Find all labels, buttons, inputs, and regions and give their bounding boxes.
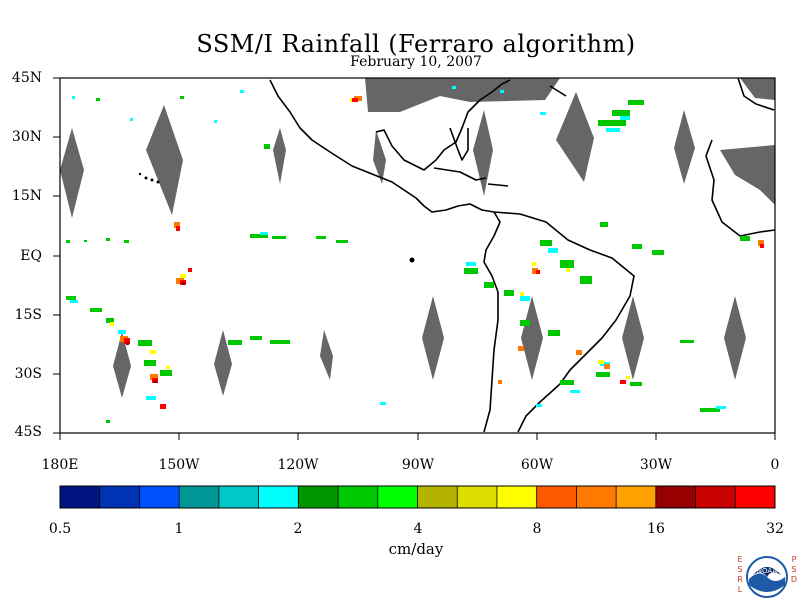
lon-label-0: 0 <box>770 457 780 473</box>
map-title: SSM/I Rainfall (Ferraro algorithm) <box>196 30 636 58</box>
swath-10 <box>320 330 333 380</box>
swath-11 <box>422 296 444 380</box>
swath-canada <box>740 78 775 100</box>
swath-13 <box>622 296 644 380</box>
swath-7 <box>674 110 695 184</box>
map-subtitle: February 10, 2007 <box>350 54 482 70</box>
africa-coast <box>705 139 776 237</box>
north-america-coast <box>269 79 495 213</box>
swath-5 <box>473 110 493 196</box>
colorbar-label-4: 4 <box>413 521 423 537</box>
no-data-swaths <box>60 78 775 398</box>
lon-label-150w: 150W <box>158 457 200 473</box>
lon-label-60w: 60W <box>520 457 554 473</box>
lat-label-30s: 30S <box>14 366 42 382</box>
colorbar-swatch <box>457 486 498 508</box>
lon-label-120w: 120W <box>277 457 319 473</box>
canada-east-coast <box>737 77 775 111</box>
lon-label-90w: 90W <box>401 457 435 473</box>
colorbar-swatch <box>536 486 577 508</box>
colorbar-label-2: 2 <box>293 521 303 537</box>
swath-1 <box>60 128 84 218</box>
caribbean-1 <box>433 167 487 181</box>
swath-2 <box>146 105 183 215</box>
lat-label-eq: EQ <box>20 248 42 264</box>
swath-africa <box>720 145 775 205</box>
colorbar <box>59 485 776 509</box>
swath-6 <box>556 92 594 182</box>
colorbar-swatch <box>139 486 180 508</box>
caribbean-2 <box>487 183 509 187</box>
gulf-coast <box>375 79 511 171</box>
colorbar-swatch <box>258 486 299 508</box>
island-dots <box>138 172 415 263</box>
florida <box>449 127 469 161</box>
colorbar-units: cm/day <box>388 540 444 558</box>
noaa-emblem-icon: NOAA <box>746 556 788 598</box>
colorbar-swatch <box>99 486 140 508</box>
swath-us <box>365 78 560 112</box>
colorbar-label-16: 16 <box>647 521 665 537</box>
colorbar-swatch <box>655 486 697 508</box>
south-america-coast <box>483 211 635 433</box>
lon-label-180e: 180E <box>41 457 79 473</box>
colorbar-swatch <box>60 486 101 508</box>
swath-3 <box>273 128 286 184</box>
colorbar-swatch <box>417 486 458 508</box>
colorbar-swatch <box>576 486 617 508</box>
colorbar-label-1: 1 <box>174 521 184 537</box>
colorbar-swatch <box>179 486 220 508</box>
lat-label-45s: 45S <box>14 424 42 440</box>
colorbar-swatch <box>496 486 538 508</box>
swath-9 <box>214 330 232 396</box>
colorbar-label-0-5: 0.5 <box>48 521 72 537</box>
swath-12 <box>521 296 543 380</box>
svg-text:NOAA: NOAA <box>757 567 778 575</box>
colorbar-swatch <box>695 486 736 508</box>
coastlines <box>269 77 776 433</box>
rainfall-patches <box>66 86 764 423</box>
tick-marks <box>53 77 776 440</box>
colorbar-swatch <box>616 486 657 508</box>
colorbar-label-8: 8 <box>532 521 542 537</box>
lat-label-45n: 45N <box>11 70 42 86</box>
lat-label-15n: 15N <box>11 188 42 204</box>
lat-label-30n: 30N <box>11 129 42 145</box>
colorbar-swatch <box>735 486 776 508</box>
noaa-esrl-logo: E S R L NOAA P S D <box>736 555 798 599</box>
lon-label-30w: 30W <box>639 457 673 473</box>
lat-label-15s: 15S <box>14 307 42 323</box>
colorbar-swatch <box>338 486 379 508</box>
swath-8 <box>113 332 131 398</box>
swath-14 <box>724 296 746 380</box>
colorbar-swatch <box>298 486 339 508</box>
colorbar-label-32: 32 <box>766 521 784 537</box>
swath-4 <box>373 130 386 184</box>
greenland-edge <box>549 85 567 97</box>
colorbar-swatch <box>377 486 418 508</box>
colorbar-swatch <box>218 486 260 508</box>
